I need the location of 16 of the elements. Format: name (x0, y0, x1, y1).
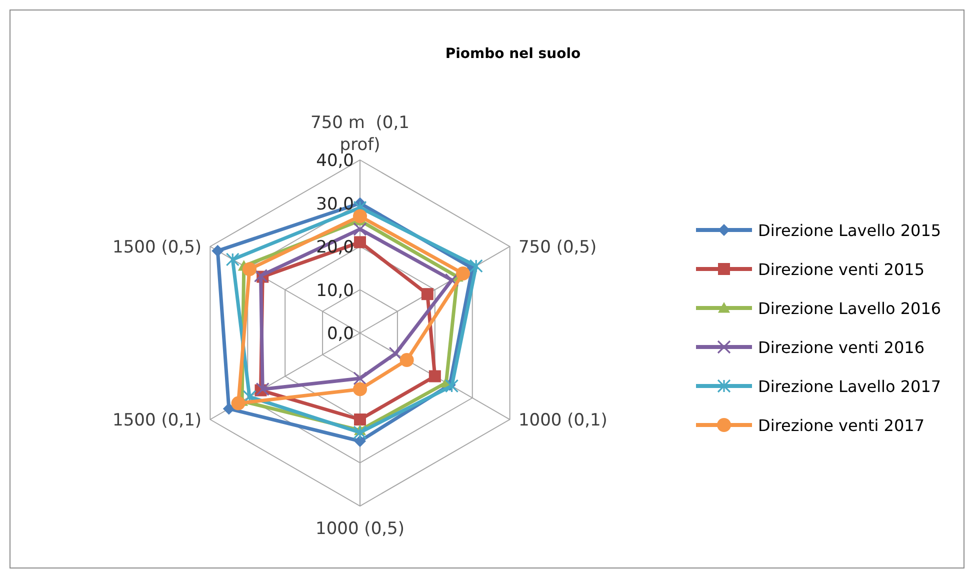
spoke-label: 1000 (0,5) (316, 519, 404, 539)
legend-label: Direzione venti 2017 (758, 416, 925, 435)
spoke-label: 1500 (0,1) (112, 410, 202, 430)
spoke-label: 750 m (0,1 prof) (310, 113, 410, 155)
spoke-label: 1000 (0,1) (518, 410, 608, 430)
legend-label: Direzione Lavello 2017 (758, 377, 942, 396)
y-tick-label: 10,0 (316, 280, 354, 301)
spoke-label: 750 (0,5) (518, 238, 597, 258)
spoke-label: 1500 (0,5) (112, 238, 202, 258)
y-tick-label: 0,0 (326, 324, 354, 344)
legend-label: Direzione Lavello 2016 (758, 299, 942, 318)
legend-label: Direzione Lavello 2015 (758, 221, 942, 240)
legend-label: Direzione venti 2016 (758, 338, 925, 357)
chart-title: Piombo nel suolo (445, 46, 582, 62)
legend-label: Direzione venti 2015 (758, 260, 925, 279)
y-tick-label: 30,0 (316, 194, 354, 214)
